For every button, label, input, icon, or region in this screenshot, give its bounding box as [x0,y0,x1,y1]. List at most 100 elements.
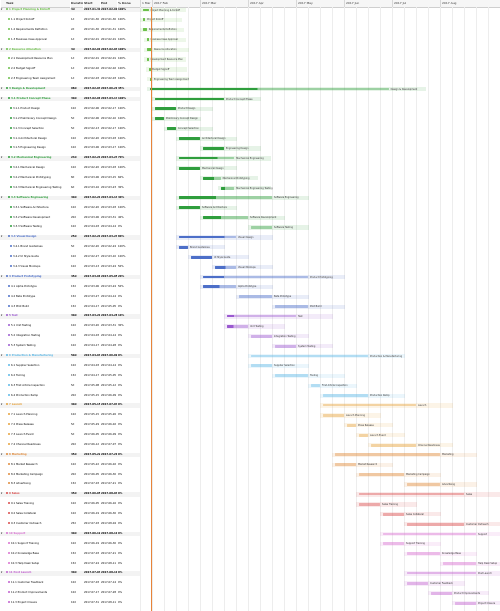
task-bar[interactable] [455,601,476,605]
task-bar[interactable] [203,216,248,220]
expand-toggle-icon[interactable]: ▾ [1,571,3,575]
expand-toggle-icon[interactable]: ▾ [1,96,3,100]
expand-toggle-icon[interactable]: ▾ [1,195,3,199]
expand-toggle-icon[interactable]: ▾ [1,235,3,239]
expand-toggle-icon[interactable]: ▾ [1,452,3,456]
expand-toggle-icon[interactable]: ▾ [1,314,3,318]
task-row[interactable]: 3.4.3 Visual Mockups 10d 2017-03-13 2017-03… [0,265,140,269]
task-bar[interactable] [323,413,344,417]
task-row[interactable]: 5.1 Unit Testing 10d 2017-03-20 2017-03-31 3… [0,324,140,328]
task-bar[interactable] [155,97,224,100]
task-row[interactable]: 2.3 Engineering Team Assignment 1d 2017-02… [0,77,140,81]
task-bar[interactable] [148,67,151,71]
expand-toggle-icon[interactable]: ▾ [1,8,3,11]
task-row[interactable]: 3.1.5 Engineering Design 10d 2017-03-06 201… [0,146,140,150]
task-row[interactable]: ▾ 1 Project Planning & Kickoff 3d 2017-01-3… [0,8,140,13]
task-row[interactable]: 3.2.2 Mechanical Prototyping 8d 2017-03-06… [0,176,140,180]
column-header-start[interactable]: Start [84,0,100,8]
task-bar[interactable] [179,235,236,239]
task-row[interactable]: 3.3.2 Software Development 20d 2017-03-06 2… [0,215,140,220]
task-row[interactable]: 2.2 Budget Signoff 1d 2017-02-02 2017-02-02… [0,67,140,71]
task-row[interactable]: ▾ 3.2 Mechanical Engineering 24d 2017-02-20… [0,156,140,161]
task-bar[interactable] [227,315,296,318]
task-row[interactable]: ▾ 6 Production & Manufacturing 50d 2017-04-… [0,353,140,359]
expand-toggle-icon[interactable]: ▾ [1,353,3,357]
expand-toggle-icon[interactable]: ▾ [1,492,3,496]
task-row[interactable]: 10.2 Knowledge Base 15d 2017-07-03 2017-07-… [0,551,140,556]
column-header-done[interactable]: % Done [118,0,140,8]
task-row[interactable]: 5.3 System Testing 10d 2017-04-17 2017-04-2… [0,344,140,348]
task-row[interactable]: 3.3.1 Software Architecture 10d 2017-02-20… [0,205,140,210]
task-bar[interactable] [443,562,476,566]
task-row[interactable]: 3.4.2 UI Style Guide 10d 2017-02-27 2017-03… [0,255,140,259]
task-bar[interactable] [143,8,149,11]
task-bar[interactable] [251,226,272,230]
task-row[interactable]: ▾ 4 Product Prototyping 45d 2017-03-06 2017-… [0,274,140,280]
task-row[interactable]: ▾ 7 Launch 40d 2017-05-15 2017-07-07 0% [0,403,140,408]
task-bar[interactable] [227,324,248,328]
task-bar[interactable] [251,334,272,338]
expand-toggle-icon[interactable]: ▾ [1,531,3,535]
expand-toggle-icon[interactable]: ▾ [1,87,3,91]
task-bar[interactable] [359,473,404,477]
task-bar[interactable] [155,107,176,111]
task-bar[interactable] [275,305,308,309]
task-row[interactable]: ▾ 5 Test 30d 2017-03-20 2017-04-28 10% [0,314,140,319]
task-bar[interactable] [179,166,200,170]
task-bar[interactable] [191,255,212,259]
task-bar[interactable] [275,344,296,348]
task-row[interactable]: ▾ 3.1 Product Concept Phase 30d 2017-02-06 2… [0,96,140,102]
task-bar[interactable] [359,492,464,496]
task-bar[interactable] [335,463,356,467]
task-bar[interactable] [383,532,476,535]
task-row[interactable]: 9.2 Sales Collateral 10d 2017-06-19 2017-06… [0,512,140,516]
column-header-duration[interactable]: Duration [71,0,83,8]
task-bar[interactable] [203,285,236,289]
task-row[interactable]: 6.1 Supplier Selection 10d 2017-04-03 2017-… [0,363,140,368]
task-row[interactable]: 10.3 Help Desk Setup 15d 2017-07-24 2017-08… [0,561,140,566]
task-bar[interactable] [179,245,188,249]
task-row[interactable]: 3.4.1 Brand Guidelines 5d 2017-02-20 2017-0… [0,245,140,249]
column-header-expand[interactable] [1,0,6,8]
expand-toggle-icon[interactable]: ▾ [1,403,3,407]
column-header-task[interactable]: Task [6,0,70,8]
task-row[interactable]: 4.3 Pilot Build 15d 2017-04-17 2017-05-05 0% [0,304,140,309]
task-row[interactable]: ▾ 9 Sales 45d 2017-06-05 2017-08-04 0% [0,492,140,497]
task-bar[interactable] [179,137,200,141]
task-bar[interactable] [359,502,380,506]
task-bar[interactable] [179,196,272,199]
task-row[interactable]: ▾ 10 Support 40d 2017-06-19 2017-08-11 0% [0,531,140,537]
task-row[interactable]: 3.2.3 Mechanical Engineering Testing 6d 20… [0,185,140,190]
task-bar[interactable] [146,48,152,51]
task-row[interactable]: ▾ 11 Post Launch 30d 2017-07-03 2017-08-11 0% [0,571,140,576]
task-row[interactable]: 3.1.3 Concept Selection 5d 2017-02-13 2017-… [0,126,140,131]
task-row[interactable]: 8.3 Advertising 15d 2017-07-03 2017-07-21 0% [0,482,140,486]
task-bar[interactable] [167,127,176,131]
task-bar[interactable] [203,146,224,150]
task-bar[interactable] [383,542,404,546]
task-bar[interactable] [275,374,308,378]
task-bar[interactable] [146,58,149,62]
task-bar[interactable] [215,265,236,269]
task-row[interactable]: ▾ 3 Design & Development 98d 2017-02-03 2017… [0,87,140,92]
task-row[interactable]: 8.2 Marketing Campaign 20d 2017-06-05 2017-… [0,472,140,477]
task-bar[interactable] [143,28,147,32]
task-row[interactable]: 3.1.2 Preliminary Concept Design 5d 2017-0… [0,116,140,121]
task-row[interactable]: 11.1 Customer Feedback 10d 2017-07-03 2017-… [0,581,140,585]
task-row[interactable]: 6.3 First Article Inspection 5d 2017-05-08… [0,383,140,388]
task-row[interactable]: 3.3.3 Software Testing 10d 2017-04-03 2017-… [0,225,140,229]
task-row[interactable]: 8.1 Market Research 10d 2017-05-22 2017-06-… [0,462,140,467]
task-row[interactable]: 11.2 Product Improvements 10d 2017-07-17 20… [0,591,140,595]
task-bar[interactable] [407,522,464,526]
task-row[interactable]: 1.3 Business Case Approval 1d 2017-02-01 20… [0,37,140,42]
task-bar[interactable] [407,552,440,556]
task-bar[interactable] [383,512,404,516]
task-bar[interactable] [359,433,368,437]
task-bar[interactable] [146,38,149,42]
task-bar[interactable] [143,18,146,22]
task-row[interactable]: 1.1 Project Kickoff 1d 2017-01-30 2017-01-3… [0,17,140,22]
task-bar[interactable] [431,591,452,595]
task-bar[interactable] [251,354,368,357]
task-row[interactable]: 3.1.1 Product Design 10d 2017-02-06 2017-02… [0,106,140,111]
task-row[interactable]: 1.2 Requirements Definition 2d 2017-01-30 2… [0,27,140,32]
